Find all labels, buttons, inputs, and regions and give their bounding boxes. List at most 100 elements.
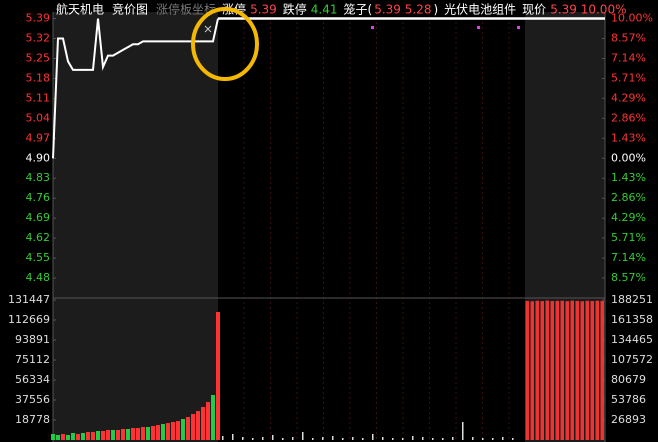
header-text: 5.39 10.00% [550, 3, 626, 17]
session-volume-bar [252, 437, 254, 440]
auction-volume-bar [106, 429, 110, 440]
post-volume-bar [565, 301, 569, 440]
y2-tick-label: 4.29% [611, 211, 646, 224]
session-volume-bar [502, 436, 504, 440]
auction-volume-bar [91, 431, 95, 440]
highlight-circle [191, 7, 259, 81]
plot: 5.39 5.32 5.25 5.18 5.11 5.04 4.97 4.90 4.83 4.76… [8, 12, 653, 440]
session-volume-bar [312, 437, 314, 440]
session-volume-bar [472, 436, 474, 440]
y-tick-label: 4.76 [26, 191, 51, 204]
auction-volume-bar [86, 431, 90, 440]
auction-volume-bar [191, 413, 195, 440]
auction-volume-bar [71, 432, 75, 440]
post-volume-bar [585, 300, 589, 440]
session-volume-bar [392, 437, 394, 440]
marker [371, 26, 374, 29]
header-text: 跌停 [283, 2, 307, 17]
auction-volume-bar [201, 406, 205, 440]
v-tick-label: 93891 [15, 333, 50, 346]
session-volume-bar [272, 434, 274, 440]
y2-tick-label: 5.71% [611, 231, 646, 244]
header-text: 光伏电池组件 [444, 3, 516, 17]
auction-volume-bar [56, 434, 60, 440]
session-volume-bar [332, 435, 334, 440]
auction-volume-bar [141, 426, 145, 440]
auction-volume-bar [61, 433, 65, 440]
post-volume-bar [555, 300, 559, 440]
header-text: 笼子( [344, 2, 373, 17]
y2-tick-label: 7.14% [611, 51, 646, 64]
post-volume-bar [570, 300, 574, 440]
auction-volume-bar [96, 430, 100, 440]
session-volume-bar [232, 433, 234, 440]
auction-volume-bar [171, 421, 175, 440]
header-text: 5.39 [250, 3, 277, 17]
post-volume-bar [560, 300, 564, 440]
v2-tick-label: 188251 [611, 293, 653, 306]
y2-tick-label: 8.57% [611, 32, 646, 45]
session-volume-bar [402, 437, 404, 440]
post-volume-bar [595, 300, 599, 440]
y-tick-label: 4.90 [26, 151, 51, 164]
y-tick-label: 5.32 [26, 32, 51, 45]
post-volume-bar [530, 301, 534, 440]
auction-volume-bar [181, 418, 185, 440]
auction-volume-bar [76, 433, 80, 440]
v-tick-label: 112669 [8, 313, 50, 326]
v2-tick-label: 80679 [611, 373, 646, 386]
auction-volume-bar [206, 401, 210, 440]
auction-volume-bar [136, 427, 140, 440]
header-text: 现价 [522, 3, 546, 17]
marker [517, 26, 520, 29]
auction-volume-bar [196, 410, 200, 440]
auction-volume-bar [216, 311, 220, 440]
post-volume-bar [550, 301, 554, 440]
session-volume-bar [422, 436, 424, 440]
auction-volume-bar [131, 427, 135, 440]
y2-tick-label: 10.00% [611, 12, 653, 25]
v2-tick-label: 134465 [611, 333, 653, 346]
session-volume-bar [362, 437, 364, 440]
y2-tick-label: 0.00% [611, 151, 646, 164]
auction-volume-bar [121, 428, 125, 440]
post-volume-bar [545, 300, 549, 440]
v2-tick-label: 53786 [611, 393, 646, 406]
session-volume-bar [282, 437, 284, 440]
session-volume-bar [372, 433, 374, 440]
session-volume-bar [412, 435, 414, 440]
auction-volume-bar [166, 422, 170, 440]
y-tick-label: 5.18 [26, 71, 51, 84]
y2-tick-label: 8.57% [611, 271, 646, 284]
y-tick-label: 4.83 [26, 171, 51, 184]
y2-tick-label: 7.14% [611, 251, 646, 264]
session-volume-bar [462, 421, 464, 440]
post-volume-bar [535, 300, 539, 440]
session-volume-bar [292, 436, 294, 440]
auction-price-line [52, 18, 219, 159]
auction-volume-bar [66, 434, 70, 440]
post-volume-bar [525, 300, 529, 440]
auction-volume-bar [126, 428, 130, 440]
auction-volume-bar [116, 429, 120, 440]
session-volume-bar [342, 437, 344, 440]
y-tick-label: 5.04 [26, 111, 51, 124]
y-tick-label: 5.39 [26, 12, 51, 25]
y2-tick-label: 2.86% [611, 111, 646, 124]
session-volume-bar [452, 436, 454, 440]
auction-volume-bar [151, 425, 155, 440]
y2-tick-label: 4.29% [611, 91, 646, 104]
session-volume-bar [352, 436, 354, 440]
y-tick-label: 4.55 [26, 251, 51, 264]
y2-tick-label: 1.43% [611, 171, 646, 184]
header-text: 4.41 [311, 3, 338, 17]
session-volume-bar [222, 435, 224, 440]
header-text: 航天机电 [56, 2, 104, 17]
y-tick-label: 5.11 [26, 91, 51, 104]
post-volume-bar [580, 301, 584, 440]
session-volume-bar [322, 436, 324, 440]
v-tick-label: 131447 [8, 293, 50, 306]
auction-volume-bar [211, 394, 215, 440]
